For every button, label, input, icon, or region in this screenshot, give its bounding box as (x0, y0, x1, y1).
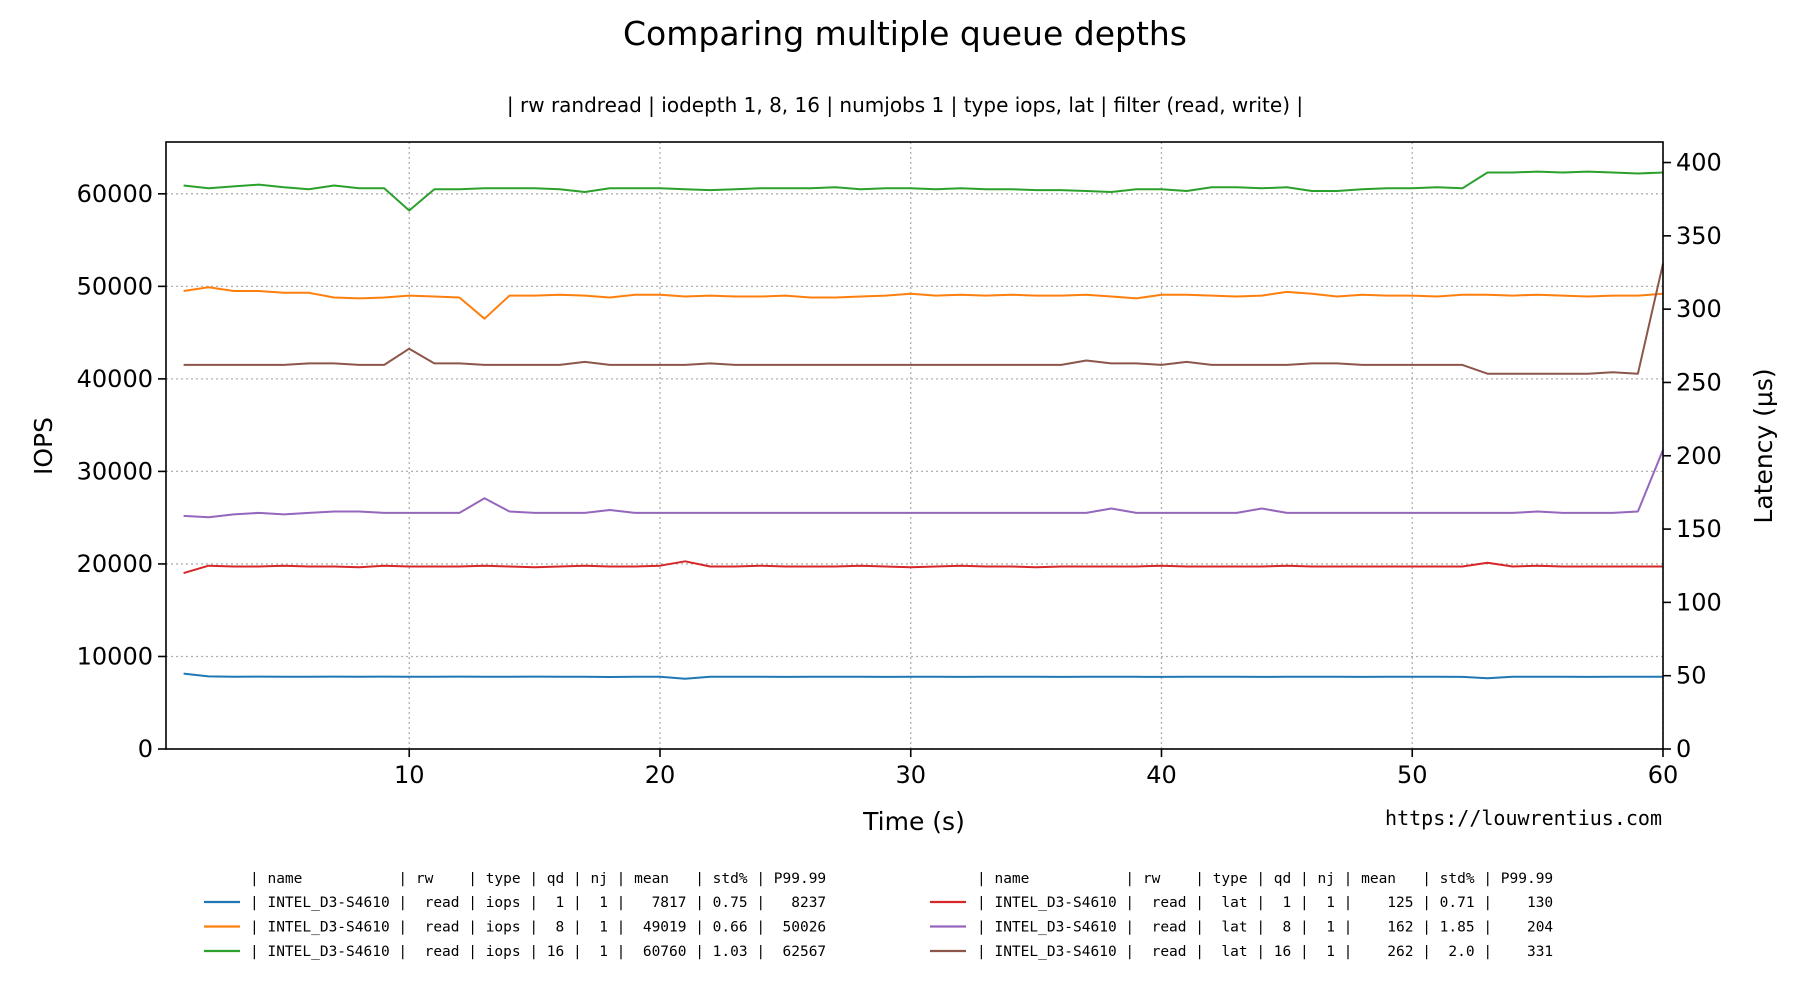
y-tick-label: 40000 (77, 365, 153, 393)
legend-entry-4: | INTEL_D3-S4610 | read | lat | 1 | 1 | … (977, 895, 1553, 911)
series-group (183, 170, 1664, 680)
y-tick-label: 50000 (77, 272, 153, 300)
series-line-5 (183, 449, 1664, 519)
legend-entry-6: | INTEL_D3-S4610 | read | lat | 16 | 1 |… (977, 944, 1553, 960)
legend-entry-1: | INTEL_D3-S4610 | read | iops | 1 | 1 |… (250, 895, 826, 911)
legend-entry-3: | INTEL_D3-S4610 | read | iops | 16 | 1 … (250, 944, 826, 960)
y-right-tick-label: 200 (1676, 442, 1722, 470)
y-right-tick-label: 300 (1676, 295, 1722, 323)
y-tick-label: 0 (138, 735, 153, 763)
legend-entry-2: | INTEL_D3-S4610 | read | iops | 8 | 1 |… (250, 920, 826, 936)
x-tick-label: 30 (895, 761, 926, 789)
x-tick-label: 50 (1397, 761, 1428, 789)
y-right-tick-label: 250 (1676, 368, 1722, 396)
y-right-tick-label: 50 (1676, 662, 1707, 690)
legend-header-right: | name | rw | type | qd | nj | mean | st… (977, 871, 1553, 887)
y-axis-label: IOPS (29, 417, 58, 475)
series-line-3 (183, 170, 1664, 212)
series-line-4 (183, 560, 1663, 575)
legend-header-left: | name | rw | type | qd | nj | mean | st… (250, 871, 826, 887)
series-line-6 (183, 263, 1664, 375)
series-line-1 (183, 672, 1664, 680)
y-tick-label: 10000 (77, 642, 153, 670)
legend-entry-5: | INTEL_D3-S4610 | read | lat | 8 | 1 | … (977, 920, 1553, 936)
ticks: 10 20 30 40 50 600100002000030000400005000060… (77, 149, 1722, 789)
y-right-tick-label: 150 (1676, 515, 1722, 543)
x-tick-label: 40 (1146, 761, 1177, 789)
watermark-url: https://louwrentius.com (1385, 806, 1662, 830)
chart-title: Comparing multiple queue depths (623, 14, 1187, 53)
legend: | name | rw | type | qd | nj | mean | st… (204, 871, 1553, 960)
y-right-tick-label: 0 (1676, 735, 1691, 763)
chart-subtitle: | rw randread | iodepth 1, 8, 16 | numjo… (507, 93, 1303, 117)
x-tick-label: 60 (1648, 761, 1679, 789)
y-axis-label-right: Latency (µs) (1749, 368, 1778, 523)
y-right-tick-label: 350 (1676, 222, 1722, 250)
y-tick-label: 60000 (77, 180, 153, 208)
grid (166, 142, 1664, 750)
series-line-2 (183, 286, 1664, 320)
y-tick-label: 30000 (77, 457, 153, 485)
y-tick-label: 20000 (77, 550, 153, 578)
x-tick-label: 10 (394, 761, 425, 789)
x-tick-label: 20 (645, 761, 676, 789)
plot-frame (165, 141, 1664, 750)
y-right-tick-label: 400 (1676, 149, 1722, 177)
y-right-tick-label: 100 (1676, 588, 1722, 616)
x-axis-label: Time (s) (862, 807, 965, 836)
